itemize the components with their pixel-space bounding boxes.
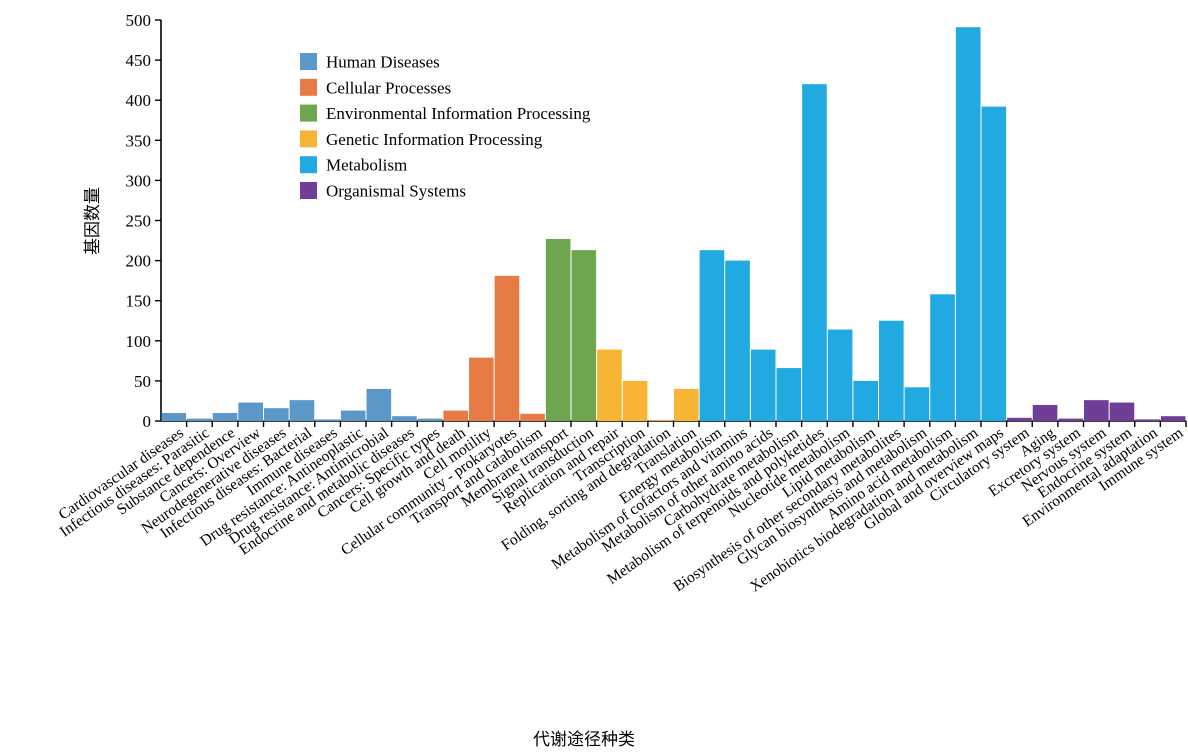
legend-label: Human Diseases <box>326 53 440 72</box>
bar <box>469 357 494 421</box>
bar <box>955 27 981 422</box>
y-axis-title: 基因数量 <box>83 187 103 255</box>
bar <box>187 418 212 421</box>
bar <box>853 380 878 421</box>
bar <box>1032 404 1058 421</box>
bar <box>1109 402 1135 421</box>
y-tick-label: 100 <box>126 332 152 351</box>
legend-swatch <box>300 182 317 199</box>
y-tick-label: 250 <box>126 212 152 231</box>
bar <box>725 260 750 421</box>
bar <box>1058 418 1083 421</box>
bar <box>597 349 622 421</box>
legend-swatch <box>300 156 317 174</box>
bar <box>264 408 289 421</box>
legend: Human Diseases Cellular Processes Environm… <box>300 53 591 201</box>
bar <box>622 380 648 421</box>
bar <box>1007 417 1032 421</box>
bar <box>879 320 904 421</box>
bar <box>648 420 673 421</box>
bar <box>443 410 468 421</box>
bar <box>238 402 263 421</box>
bar <box>212 412 238 421</box>
y-tick-label: 50 <box>134 372 151 391</box>
bar <box>827 329 853 421</box>
bar <box>674 388 699 421</box>
legend-swatch <box>300 78 317 96</box>
legend-label: Metabolism <box>326 156 407 175</box>
y-tick-label: 400 <box>126 91 152 110</box>
bar <box>571 250 597 421</box>
bar <box>392 416 417 421</box>
y-tick-label: 450 <box>126 51 152 70</box>
bar <box>776 368 802 421</box>
y-tick-label: 350 <box>126 131 152 150</box>
bar <box>417 418 443 421</box>
y-tick-label: 200 <box>126 252 152 271</box>
legend-label: Cellular Processes <box>326 78 451 97</box>
bar <box>750 349 776 421</box>
axes: 0 50 100 150 200 250 300 350 400 450 500 <box>126 11 1186 431</box>
x-axis-title: 代谢途径种类 <box>533 730 635 750</box>
legend-label: Genetic Information Processing <box>326 130 543 149</box>
bar <box>494 275 520 421</box>
y-tick-label: 0 <box>143 412 152 431</box>
legend-swatch <box>300 104 317 122</box>
bar <box>315 419 340 421</box>
bar <box>520 413 545 421</box>
bar <box>802 84 827 421</box>
bar <box>1160 416 1186 421</box>
bar <box>904 387 930 421</box>
legend-swatch <box>300 130 317 148</box>
bar <box>289 400 315 421</box>
y-tick-label: 300 <box>126 171 152 190</box>
bar <box>981 106 1007 421</box>
y-tick-label: 150 <box>126 292 152 311</box>
bar <box>161 412 187 421</box>
bar <box>699 250 725 421</box>
bar <box>1135 419 1160 421</box>
bar <box>366 388 392 421</box>
bar <box>545 238 571 421</box>
legend-label: Environmental Information Processing <box>326 104 591 123</box>
legend-label: Organismal Systems <box>326 182 466 201</box>
y-tick-label: 500 <box>126 11 152 30</box>
legend-swatch <box>300 53 317 70</box>
bar <box>1084 400 1109 421</box>
bar <box>340 410 366 421</box>
bar <box>930 294 955 421</box>
bars <box>161 27 1186 422</box>
